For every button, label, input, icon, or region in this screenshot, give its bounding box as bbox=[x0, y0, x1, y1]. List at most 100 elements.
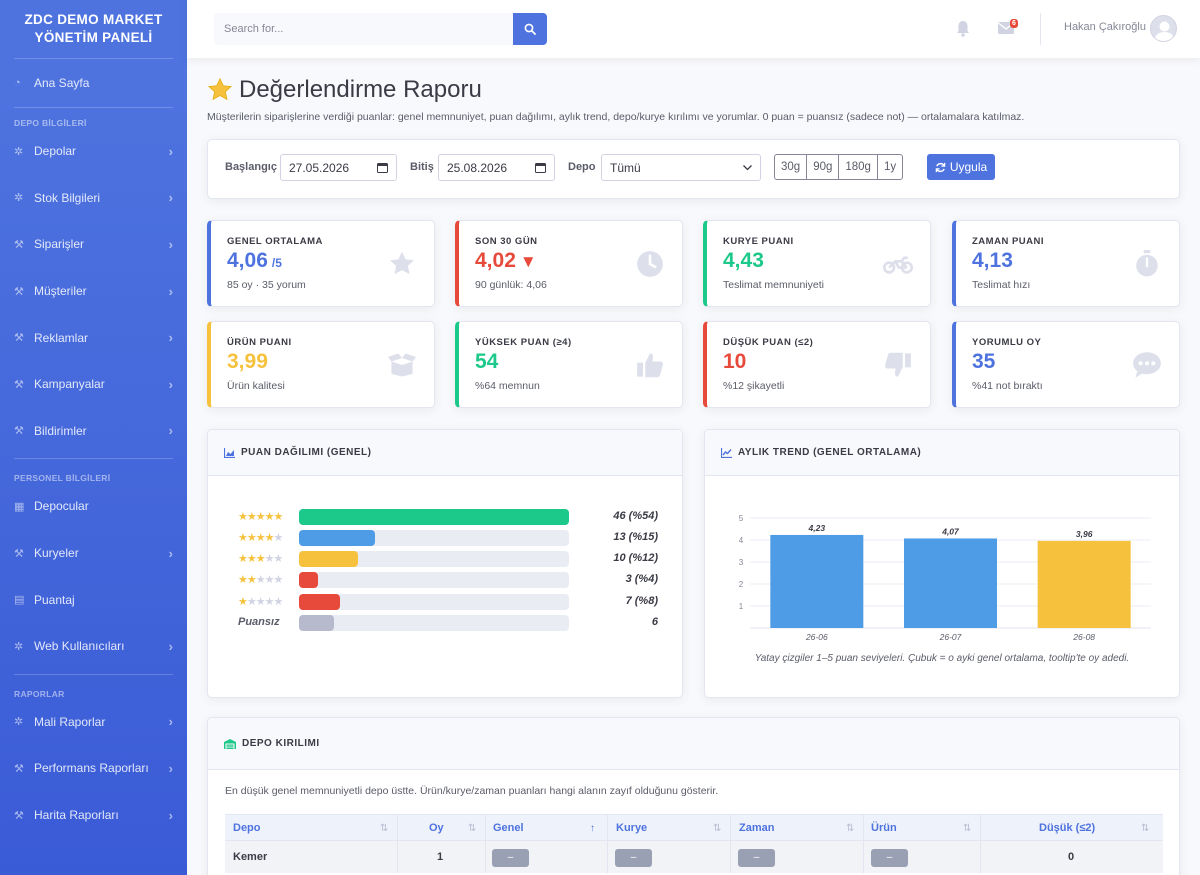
search-button[interactable] bbox=[513, 13, 547, 45]
col-oy[interactable]: Oy bbox=[429, 822, 444, 834]
sidebar-item-label: Kuryeler bbox=[34, 546, 79, 561]
mail-count-badge: 6 bbox=[1010, 19, 1018, 28]
sidebar-item-personel-3[interactable]: ✲ Web Kullanıcıları › bbox=[0, 623, 187, 670]
sidebar-item-label: Siparişler bbox=[34, 237, 85, 252]
x-tick-label: 26-08 bbox=[1072, 632, 1095, 642]
distribution-bar[interactable] bbox=[299, 615, 335, 631]
chevron-down-icon bbox=[743, 164, 752, 170]
filter-card: Başlangıç 27.05.2026 Bitiş 25.08.2026 De… bbox=[207, 139, 1180, 199]
sidebar-item-rapor-0[interactable]: ✲ Mali Raporlar › bbox=[0, 699, 187, 746]
distribution-header: PUAN DAĞILIMI (GENEL) bbox=[208, 430, 682, 476]
cell-oy: 1 bbox=[437, 851, 444, 863]
distribution-bar[interactable] bbox=[299, 530, 375, 546]
column-divider bbox=[485, 841, 486, 873]
trend-note: Yatay çizgiler 1–5 puan seviyeleri. Çubu… bbox=[754, 653, 1130, 664]
end-date-value: 25.08.2026 bbox=[447, 160, 508, 175]
sidebar-item-label: Ana Sayfa bbox=[34, 76, 90, 90]
sidebar-item-personel-0[interactable]: ▦ Depocular bbox=[0, 483, 187, 530]
stat-subtext: 85 oy · 35 yorum bbox=[227, 279, 306, 291]
trend-bar[interactable] bbox=[770, 534, 864, 628]
sidebar-item-depo-0[interactable]: ✲ Depolar › bbox=[0, 128, 187, 175]
sidebar-item-depo-5[interactable]: ⚒ Kampanyalar › bbox=[0, 361, 187, 408]
sidebar-item-rapor-2[interactable]: ⚒ Harita Raporları › bbox=[0, 792, 187, 839]
avatar[interactable] bbox=[1150, 15, 1177, 42]
sidebar-heading-personel: PERSONEL BİLGİLERİ bbox=[14, 473, 111, 484]
sort-icon[interactable]: ⇅ bbox=[380, 823, 389, 834]
stat-subtext: %41 not bıraktı bbox=[972, 380, 1043, 392]
sidebar-item-home[interactable]: ◔ Ana Sayfa bbox=[0, 59, 187, 107]
distribution-bar[interactable] bbox=[299, 572, 318, 588]
wrench-icon: ⚒ bbox=[14, 547, 24, 560]
sidebar-item-depo-2[interactable]: ⚒ Siparişler › bbox=[0, 221, 187, 268]
star-icon bbox=[208, 77, 232, 101]
col-zaman[interactable]: Zaman bbox=[739, 822, 775, 834]
depo-title: DEPO KIRILIMI bbox=[242, 738, 320, 749]
sidebar-item-depo-3[interactable]: ⚒ Müşteriler › bbox=[0, 268, 187, 315]
col-urun[interactable]: Ürün bbox=[871, 822, 897, 834]
sidebar-item-depo-6[interactable]: ⚒ Bildirimler › bbox=[0, 408, 187, 455]
box-open-icon bbox=[387, 350, 417, 380]
user-avatar-icon bbox=[1154, 21, 1175, 41]
start-date-label: Başlangıç bbox=[225, 161, 277, 173]
chevron-right-icon: › bbox=[168, 638, 173, 654]
sort-up-icon[interactable]: ↑ bbox=[590, 823, 595, 834]
stat-subtext: %64 memnun bbox=[475, 380, 540, 392]
tachometer-icon: ◔ bbox=[14, 77, 21, 89]
col-genel[interactable]: Genel bbox=[493, 822, 524, 834]
sidebar-item-label: Kampanyalar bbox=[34, 377, 105, 392]
depo-breakdown-card: DEPO KIRILIMI En düşük genel memnuniyetl… bbox=[207, 717, 1180, 875]
stat-value-group: 4,43 bbox=[723, 249, 764, 273]
comment-dots-icon bbox=[1132, 350, 1162, 380]
calendar-icon[interactable] bbox=[377, 162, 388, 173]
sidebar-item-personel-1[interactable]: ⚒ Kuryeler › bbox=[0, 530, 187, 577]
table-row[interactable]: Kemer 1 – – – – 0 bbox=[225, 841, 1163, 873]
range-buttons: 30g 90g 180g 1y bbox=[774, 154, 904, 180]
distribution-row: ★★★★★ 13 (%15) bbox=[238, 530, 658, 546]
cell-dusuk: 0 bbox=[1068, 851, 1075, 863]
sort-icon[interactable]: ⇅ bbox=[963, 823, 972, 834]
stat-card: KURYE PUANI 4,43 Teslimat memnuniyeti bbox=[703, 220, 931, 307]
bar-value-label: 4,23 bbox=[808, 523, 826, 533]
sidebar-item-label: Mali Raporlar bbox=[34, 714, 106, 729]
page-title-text: Değerlendirme Raporu bbox=[239, 76, 482, 103]
range-button-180g[interactable]: 180g bbox=[838, 154, 878, 180]
distribution-bar[interactable] bbox=[299, 509, 569, 525]
depo-select[interactable]: Tümü bbox=[601, 154, 761, 181]
start-date-input[interactable]: 27.05.2026 bbox=[280, 154, 397, 181]
stat-value-group: 4,02 ▼ bbox=[475, 249, 537, 273]
cog-icon: ✲ bbox=[14, 716, 24, 729]
chevron-right-icon: › bbox=[168, 236, 173, 252]
sidebar-item-depo-1[interactable]: ✲ Stok Bilgileri › bbox=[0, 175, 187, 222]
sort-icon[interactable]: ⇅ bbox=[846, 823, 855, 834]
sidebar-item-depo-4[interactable]: ⚒ Reklamlar › bbox=[0, 314, 187, 361]
sort-icon[interactable]: ⇅ bbox=[713, 823, 722, 834]
search-input[interactable] bbox=[214, 13, 513, 45]
chevron-right-icon: › bbox=[168, 423, 173, 439]
trend-card: AYLIK TREND (GENEL ORTALAMA) 1 2 3 4 5 4,23 26… bbox=[704, 429, 1180, 698]
col-depo[interactable]: Depo bbox=[233, 822, 261, 834]
end-date-input[interactable]: 25.08.2026 bbox=[438, 154, 555, 181]
apply-button[interactable]: Uygula bbox=[927, 154, 995, 180]
trend-bar[interactable] bbox=[1037, 540, 1131, 628]
sidebar-item-rapor-1[interactable]: ⚒ Performans Raporları › bbox=[0, 745, 187, 792]
sidebar-item-personel-2[interactable]: ▤ Puantaj bbox=[0, 576, 187, 623]
distribution-bar[interactable] bbox=[299, 594, 340, 610]
user-name[interactable]: Hakan Çakıroğlu bbox=[1064, 21, 1146, 33]
bell-icon[interactable] bbox=[955, 20, 971, 38]
y-tick-label: 3 bbox=[739, 558, 744, 567]
trend-title: AYLIK TREND (GENEL ORTALAMA) bbox=[738, 447, 922, 458]
sidebar-divider bbox=[14, 107, 173, 108]
sidebar-item-label: Bildirimler bbox=[34, 423, 87, 438]
range-button-30g[interactable]: 30g bbox=[774, 154, 808, 180]
sort-icon[interactable]: ⇅ bbox=[1141, 823, 1150, 834]
range-button-1y[interactable]: 1y bbox=[876, 154, 904, 180]
col-kurye[interactable]: Kurye bbox=[616, 822, 648, 834]
col-dusuk[interactable]: Düşük (≤2) bbox=[1039, 822, 1096, 834]
trend-bar[interactable] bbox=[904, 538, 997, 628]
distribution-bar[interactable] bbox=[299, 551, 359, 567]
calendar-icon[interactable] bbox=[535, 162, 546, 173]
sort-icon[interactable]: ⇅ bbox=[468, 823, 477, 834]
brand-title[interactable]: ZDC DEMO MARKET YÖNETİM PANELİ bbox=[24, 12, 163, 45]
page-title: Değerlendirme Raporu bbox=[207, 76, 482, 104]
range-button-90g[interactable]: 90g bbox=[806, 154, 840, 180]
